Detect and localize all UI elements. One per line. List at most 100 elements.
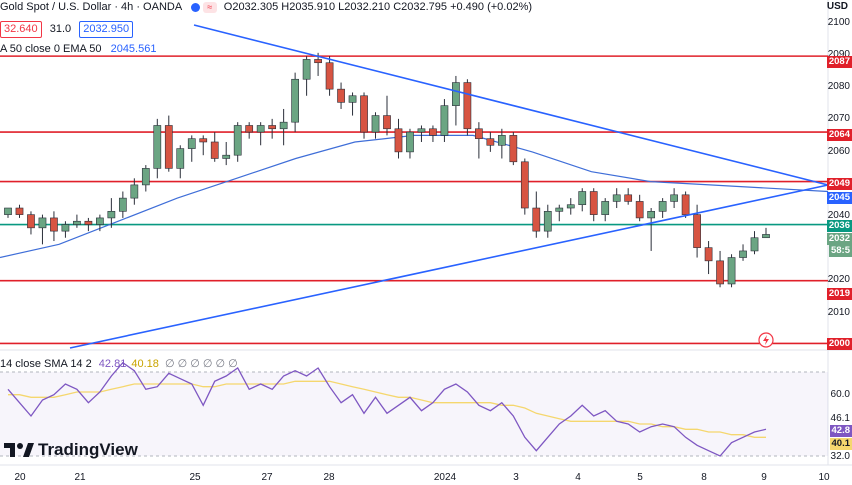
rsi-value-tag: 42.8: [829, 425, 852, 437]
candle-body: [38, 217, 47, 229]
candle-body: [509, 135, 518, 163]
time-label: 5: [637, 472, 643, 483]
ohlc-values: O2032.305 H2035.910 L2032.210 C2032.795 …: [223, 1, 533, 13]
candle-body: [268, 125, 277, 130]
candle-body: [406, 131, 414, 153]
price-tick: 2040: [827, 210, 850, 221]
candle-body: [727, 257, 736, 285]
time-label: 25: [189, 472, 201, 483]
candle-body: [624, 194, 633, 202]
candle-body: [716, 260, 724, 285]
time-label: 4: [575, 472, 581, 483]
currency-label[interactable]: USD: [826, 1, 848, 12]
candle-body: [256, 125, 265, 133]
spread-value: 31.0: [49, 23, 72, 35]
candle-body: [348, 95, 357, 103]
time-label: 3: [513, 472, 519, 483]
ema-value: 2045.561: [110, 43, 157, 55]
candle-body: [15, 207, 24, 215]
candle-body: [245, 125, 254, 133]
candle-body: [96, 217, 104, 225]
candle-body: [532, 207, 541, 232]
candle-body: [739, 250, 747, 258]
level-tag-2087: 2087: [826, 56, 852, 68]
flash-icon[interactable]: [758, 332, 774, 348]
candle-body: [566, 204, 575, 209]
candle-body: [750, 237, 759, 252]
candle-body: [383, 115, 391, 130]
bid-ask-row: 32.640 31.0 2032.950: [0, 21, 134, 38]
level-tag-2049: 2049: [826, 178, 852, 190]
tradingview-logo-icon: [4, 443, 34, 457]
candle-body: [233, 125, 242, 156]
candle-body: [141, 168, 150, 186]
candle-body: [497, 135, 506, 146]
candle-body: [50, 217, 58, 232]
candle-body: [417, 128, 426, 133]
candle-body: [429, 128, 437, 136]
time-label: 9: [761, 472, 767, 483]
rsi-line: [7, 361, 767, 457]
rsi-tick: 60.0: [830, 389, 850, 400]
current-price-tag: 2032: [826, 233, 852, 245]
candle-body: [118, 197, 127, 212]
rsi-sma-tag: 40.1: [829, 438, 852, 450]
candle-body: [589, 191, 598, 215]
market-status-icon: [190, 2, 200, 12]
symbol-title[interactable]: Gold Spot / U.S. Dollar · 4h · OANDA: [0, 1, 182, 13]
candle-body: [187, 138, 196, 149]
time-label: 8: [701, 472, 707, 483]
price-tick: 2090: [827, 49, 850, 60]
rsi-band: [0, 372, 828, 456]
candle-body: [130, 184, 139, 199]
candle-body: [520, 161, 529, 209]
price-tick: 2010: [827, 307, 850, 318]
trendline-upper[interactable]: [193, 24, 829, 186]
price-tick: 2020: [827, 274, 850, 285]
ask-button[interactable]: 2032.950: [79, 21, 134, 38]
candle-body: [291, 78, 299, 123]
level-tag-2064: 2064: [826, 129, 852, 141]
candle-body: [475, 128, 483, 139]
candle-body: [452, 82, 460, 106]
candle-body: [153, 125, 162, 169]
candle-body: [693, 214, 701, 248]
wave-icon: ≈: [202, 1, 217, 13]
candle-body: [73, 220, 81, 225]
candle-body: [222, 154, 231, 159]
candle-body: [302, 59, 311, 80]
candle-body: [337, 88, 345, 103]
ema-legend[interactable]: A 50 close 0 EMA 50 2045.561: [0, 43, 156, 55]
candle-body: [670, 194, 678, 202]
candle-body: [27, 214, 35, 229]
level-tag-2019: 2019: [826, 288, 852, 300]
time-label: 27: [261, 472, 273, 483]
bar-countdown: 58:5: [828, 245, 852, 257]
price-tick: 2060: [827, 146, 850, 157]
bid-button[interactable]: 32.640: [0, 21, 42, 38]
candle-body: [84, 220, 93, 225]
time-label: 28: [323, 472, 335, 483]
trendline-lower[interactable]: [69, 184, 829, 349]
candle-body: [360, 95, 368, 133]
rsi-sma-line: [8, 380, 766, 438]
tradingview-logo[interactable]: TradingView: [4, 440, 138, 460]
candle-body: [61, 224, 70, 232]
ema-label: A 50 close 0 EMA 50: [0, 43, 102, 55]
candle-body: [164, 125, 173, 169]
rsi-legend[interactable]: 14 close SMA 14 2 42.81 40.18 ∅ ∅ ∅ ∅ ∅ …: [0, 357, 238, 370]
candle-body: [658, 201, 667, 212]
candle-body: [279, 121, 288, 130]
rsi-sma-value: 40.18: [131, 358, 159, 370]
candle-body: [314, 59, 322, 64]
candle-body: [578, 191, 587, 206]
candle-body: [440, 105, 449, 136]
rsi-label: 14 close SMA 14 2: [0, 358, 92, 370]
candle-body: [543, 211, 552, 232]
time-label: 2024: [433, 472, 457, 483]
candle-body: [647, 211, 656, 219]
level-tag-2000: 2000: [826, 338, 852, 350]
rsi-tick: 32.0: [830, 451, 850, 462]
brand-name: TradingView: [38, 440, 138, 459]
